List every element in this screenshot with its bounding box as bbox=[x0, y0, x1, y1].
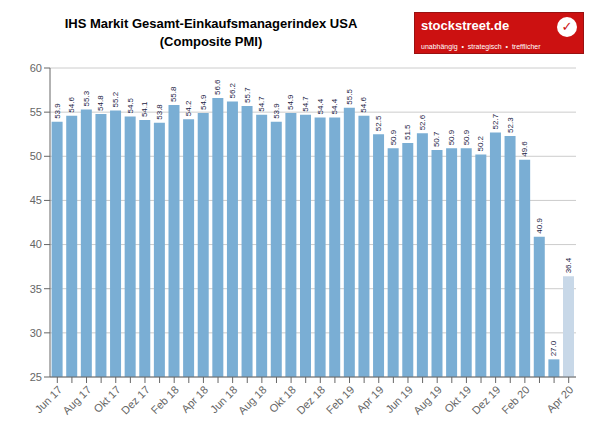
html-text:IHS Markit Gesamt-Einkaufsmana: IHS Markit Gesamt-Einkaufsmanagerindex U… bbox=[64, 16, 358, 31]
svg-text:Jun 18: Jun 18 bbox=[208, 383, 240, 415]
svg-text:36.4: 36.4 bbox=[564, 257, 573, 273]
svg-text:35: 35 bbox=[30, 283, 42, 295]
svg-text:52.7: 52.7 bbox=[491, 113, 500, 129]
svg-text:49.6: 49.6 bbox=[520, 141, 529, 157]
svg-text:50.9: 50.9 bbox=[462, 129, 471, 145]
svg-text:53.9: 53.9 bbox=[53, 103, 62, 119]
svg-text:54.4: 54.4 bbox=[316, 98, 325, 114]
svg-text:50: 50 bbox=[30, 150, 42, 162]
svg-text:Jun 17: Jun 17 bbox=[32, 383, 64, 415]
svg-text:55.3: 55.3 bbox=[82, 90, 91, 106]
svg-text:54.6: 54.6 bbox=[67, 97, 76, 113]
html-text:unabhängig • strategisch • tre: unabhängig • strategisch • trefflicher bbox=[421, 43, 541, 50]
svg-text:Aug 17: Aug 17 bbox=[60, 383, 93, 416]
svg-text:52.6: 52.6 bbox=[418, 114, 427, 130]
svg-text:Feb 20: Feb 20 bbox=[499, 383, 532, 416]
svg-text:40.9: 40.9 bbox=[535, 218, 544, 234]
svg-text:30: 30 bbox=[30, 327, 42, 339]
svg-text:45: 45 bbox=[30, 194, 42, 206]
svg-text:56.2: 56.2 bbox=[228, 82, 237, 98]
svg-text:25: 25 bbox=[30, 371, 42, 383]
svg-text:55.5: 55.5 bbox=[345, 89, 354, 105]
svg-text:54.8: 54.8 bbox=[96, 95, 105, 111]
svg-text:Apr 19: Apr 19 bbox=[354, 383, 385, 414]
svg-text:Aug 18: Aug 18 bbox=[236, 383, 269, 416]
svg-text:56.6: 56.6 bbox=[213, 79, 222, 95]
svg-text:Dez 19: Dez 19 bbox=[469, 383, 502, 416]
svg-text:50.2: 50.2 bbox=[476, 135, 485, 151]
svg-text:Aug 19: Aug 19 bbox=[411, 383, 444, 416]
svg-text:Okt 19: Okt 19 bbox=[442, 383, 473, 414]
svg-text:54.9: 54.9 bbox=[286, 94, 295, 110]
svg-text:50.9: 50.9 bbox=[447, 129, 456, 145]
svg-text:53.9: 53.9 bbox=[272, 103, 281, 119]
html-text:stockstreet.de: stockstreet.de bbox=[421, 18, 510, 33]
html-text:(Composite PMI): (Composite PMI) bbox=[159, 34, 263, 49]
svg-text:55.7: 55.7 bbox=[243, 87, 252, 103]
svg-text:27.0: 27.0 bbox=[549, 340, 558, 356]
svg-text:40: 40 bbox=[30, 238, 42, 250]
svg-text:54.2: 54.2 bbox=[184, 100, 193, 116]
svg-text:50.7: 50.7 bbox=[432, 131, 441, 147]
svg-text:54.5: 54.5 bbox=[126, 97, 135, 113]
svg-text:Okt 18: Okt 18 bbox=[267, 383, 298, 414]
svg-text:Feb 18: Feb 18 bbox=[148, 383, 181, 416]
svg-text:55.2: 55.2 bbox=[111, 91, 120, 107]
svg-text:50.9: 50.9 bbox=[389, 129, 398, 145]
svg-text:55.8: 55.8 bbox=[169, 86, 178, 102]
svg-text:53.8: 53.8 bbox=[155, 104, 164, 120]
svg-text:54.7: 54.7 bbox=[301, 96, 310, 112]
svg-text:Okt 17: Okt 17 bbox=[91, 383, 122, 414]
svg-text:54.4: 54.4 bbox=[330, 98, 339, 114]
svg-text:52.3: 52.3 bbox=[506, 117, 515, 133]
svg-text:51.5: 51.5 bbox=[403, 124, 412, 140]
svg-text:60: 60 bbox=[30, 62, 42, 74]
svg-text:Apr 20: Apr 20 bbox=[544, 383, 575, 414]
svg-text:54.9: 54.9 bbox=[199, 94, 208, 110]
svg-text:Apr 18: Apr 18 bbox=[179, 383, 210, 414]
svg-text:54.6: 54.6 bbox=[359, 97, 368, 113]
svg-text:Dez 18: Dez 18 bbox=[294, 383, 327, 416]
svg-text:Jun 19: Jun 19 bbox=[383, 383, 415, 415]
svg-text:Dez 17: Dez 17 bbox=[119, 383, 152, 416]
svg-text:52.5: 52.5 bbox=[374, 115, 383, 131]
svg-text:Feb 19: Feb 19 bbox=[324, 383, 357, 416]
svg-text:54.7: 54.7 bbox=[257, 96, 266, 112]
svg-text:55: 55 bbox=[30, 106, 42, 118]
svg-text:54.1: 54.1 bbox=[140, 101, 149, 117]
